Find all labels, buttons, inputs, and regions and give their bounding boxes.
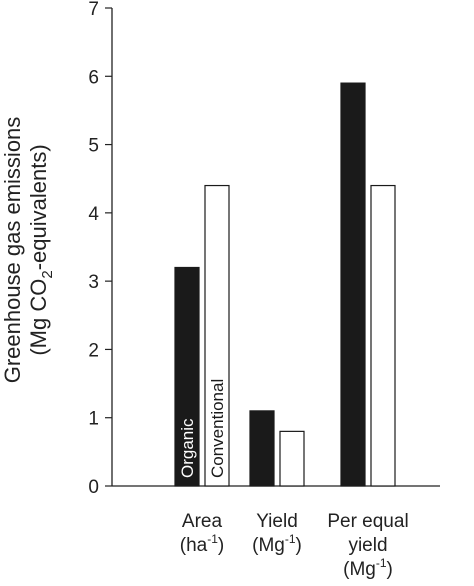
y-axis-label: Greenhouse gas emissions (Mg CO2-equival… [0,117,56,384]
bar-organic-2 [340,82,366,487]
y-tick-label: 5 [88,136,99,157]
bar-conventional-2 [370,184,396,487]
y-axis-label-line2: (Mg CO2-equivalents) [26,144,56,355]
y-tick-label: 6 [88,67,99,88]
bar-organic-1 [249,410,275,487]
category-label-1: Yield (Mg-1) [252,511,302,556]
y-tick-label: 3 [88,272,99,293]
bar-conventional-0 [204,184,230,487]
y-tick-label: 0 [88,477,99,498]
y-tick-label: 4 [88,204,99,225]
y-tick-label: 7 [88,0,99,20]
bars [174,82,396,487]
y-ticks: 0 1 2 3 4 5 6 7 [88,0,112,498]
category-labels: Area (ha-1) Yield (Mg-1) Per equal yield (Mg-1… [180,511,409,580]
y-tick-label: 2 [88,340,99,361]
category-label-2: Per equal yield (Mg-1) [327,511,408,580]
y-axis-label-line1: Greenhouse gas emissions [0,117,25,384]
series-labels: Organic Conventional [178,379,227,478]
category-label-0: Area (ha-1) [180,511,224,556]
series-label-organic: Organic [178,418,197,478]
series-label-conventional: Conventional [208,379,227,478]
bar-organic-0 [174,266,200,487]
y-tick-label: 1 [88,409,99,430]
bar-conventional-1 [279,430,305,487]
